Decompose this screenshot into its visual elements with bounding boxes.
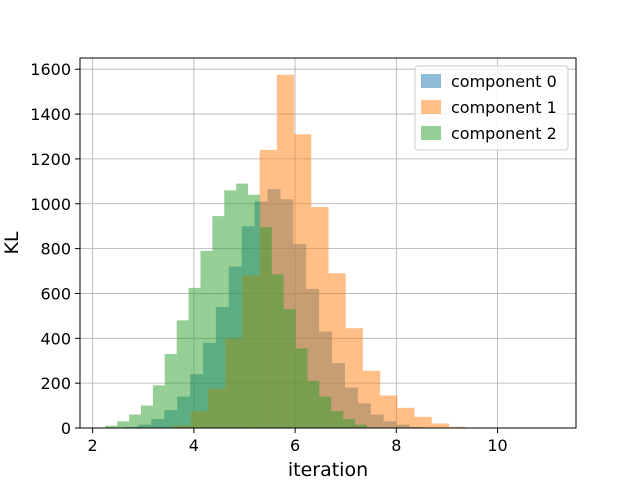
x-tick-label: 8 xyxy=(391,436,401,455)
histogram-bar xyxy=(129,414,141,428)
y-tick-label: 400 xyxy=(40,329,71,348)
legend-swatch xyxy=(421,100,441,114)
series-2-bars xyxy=(105,183,367,428)
histogram-bar xyxy=(200,250,213,428)
y-axis-label: KL xyxy=(1,231,23,254)
x-tick-label: 4 xyxy=(189,436,199,455)
histogram-bar xyxy=(307,380,320,428)
histogram-bar xyxy=(117,421,130,428)
histogram-bar xyxy=(448,426,467,428)
legend-box xyxy=(414,65,569,151)
y-tick-label: 800 xyxy=(40,240,71,259)
histogram-bar xyxy=(331,411,344,428)
histogram-bar xyxy=(319,396,332,428)
legend-label: component 2 xyxy=(451,124,557,143)
histogram-bar xyxy=(236,183,249,428)
y-tick-label: 1000 xyxy=(30,195,71,214)
histogram-bar xyxy=(248,194,260,428)
x-tick-label: 2 xyxy=(88,436,98,455)
legend-label: component 0 xyxy=(451,72,557,91)
legend-swatch xyxy=(421,74,441,88)
histogram-bar xyxy=(259,227,272,428)
histogram-bar xyxy=(431,423,449,428)
y-tick-label: 1200 xyxy=(30,150,71,169)
histogram-bar xyxy=(283,309,296,428)
histogram-bar xyxy=(362,370,381,428)
axis-ticks: 2 4 6 8 10 0 200 400 600 800 1000 1200 1400 1600 xyxy=(30,60,507,455)
legend-swatch xyxy=(421,126,441,140)
plot-frame xyxy=(79,57,577,429)
histogram-bar xyxy=(295,348,308,428)
histogram-bar xyxy=(414,416,432,428)
histogram-bar xyxy=(164,354,177,428)
histogram-bar xyxy=(212,216,225,428)
histogram-bar xyxy=(176,320,189,428)
histogram-bar xyxy=(311,207,329,428)
histogram-bar xyxy=(343,419,356,428)
y-tick-label: 0 xyxy=(61,419,71,438)
y-tick-label: 1400 xyxy=(30,105,71,124)
histogram-bar xyxy=(188,287,201,428)
histogram-bar xyxy=(355,424,367,428)
y-tick-label: 1600 xyxy=(30,60,71,79)
legend: component 0 component 1 component 2 xyxy=(414,65,569,151)
histogram-bar xyxy=(397,407,415,428)
histogram-bar xyxy=(328,273,346,428)
x-tick-label: 6 xyxy=(290,436,300,455)
x-axis-label: iteration xyxy=(288,459,368,480)
histogram-bars xyxy=(105,74,467,429)
x-tick-label: 10 xyxy=(487,436,507,455)
histogram-bar xyxy=(345,328,363,428)
histogram-bar xyxy=(380,395,398,428)
histogram-bar xyxy=(140,405,153,428)
histogram-bar xyxy=(105,425,118,428)
y-tick-label: 600 xyxy=(40,284,71,303)
histogram-bar xyxy=(152,385,165,428)
histogram-bar xyxy=(224,190,237,428)
histogram-bar xyxy=(271,274,284,428)
y-tick-label: 200 xyxy=(40,374,71,393)
legend-label: component 1 xyxy=(451,98,557,117)
